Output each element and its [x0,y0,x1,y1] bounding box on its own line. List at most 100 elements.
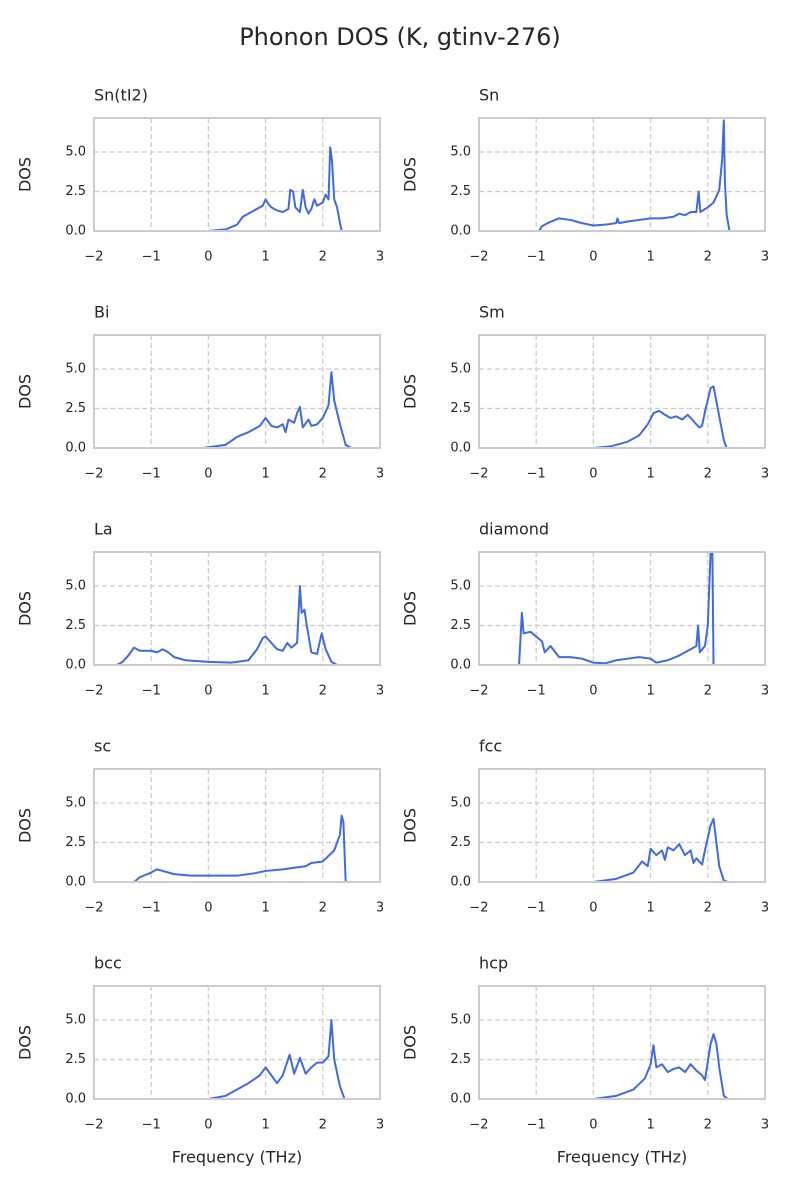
y-tick-label: 2.5 [65,401,86,416]
x-tick-label: −1 [142,901,161,916]
y-tick-label: 5.0 [450,1012,471,1027]
dos-line [496,552,737,665]
axes-frame [93,985,381,1100]
y-tick-label: 2.5 [65,618,86,633]
y-axis-label: DOS [401,1025,420,1060]
y-tick-label: 2.5 [450,1052,471,1067]
y-tick-label: 5.0 [450,795,471,810]
dos-line [479,1033,743,1099]
subplot-title: sc [94,737,111,756]
x-axis-label: Frequency (THz) [557,1148,687,1167]
y-tick-label: 2.5 [65,184,86,199]
subplot: Sn DOS −2 −1 0 1 2 3 0.0 2.5 5.0 [401,86,770,265]
y-tick-label: 2.5 [450,184,471,199]
y-axis-label: DOS [401,591,420,626]
x-tick-label: 0 [589,1118,597,1133]
y-tick-label: 5.0 [65,144,86,159]
axes-frame [478,551,766,666]
figure-title: Phonon DOS (K, gtinv-276) [239,23,561,51]
x-tick-label: −2 [469,684,488,699]
y-tick-label: 0.0 [450,658,471,673]
x-tick-label: 3 [376,901,384,916]
y-tick-label: 5.0 [65,361,86,376]
x-tick-label: −1 [142,684,161,699]
y-tick-label: 0.0 [65,224,86,239]
x-tick-label: 2 [704,467,712,482]
x-tick-label: 3 [376,467,384,482]
y-tick-label: 5.0 [450,578,471,593]
x-tick-label: 0 [589,901,597,916]
subplot-title: Sn(tI2) [94,86,148,105]
subplot-title: Bi [94,303,109,322]
y-axis-label: DOS [401,157,420,192]
axes-frame [478,768,766,883]
dos-line [479,817,743,882]
y-tick-label: 0.0 [450,1092,471,1107]
x-tick-label: −1 [527,467,546,482]
axes-frame [93,117,381,232]
x-tick-label: 1 [261,1118,269,1133]
x-tick-label: 1 [261,684,269,699]
y-axis-label: DOS [16,1025,35,1060]
y-axis-label: DOS [401,374,420,409]
x-tick-label: 3 [376,684,384,699]
y-axis-label: DOS [16,591,35,626]
subplot-title: fcc [479,737,502,756]
subplot-title: Sm [479,303,505,322]
subplot-title: Sn [479,86,499,105]
y-tick-label: 0.0 [450,224,471,239]
dos-line [94,1018,358,1099]
x-tick-label: 0 [589,684,597,699]
x-tick-label: 1 [646,250,654,265]
x-tick-label: 2 [319,467,327,482]
x-tick-label: −2 [469,901,488,916]
subplot-title: La [94,520,113,539]
x-tick-label: 0 [204,467,212,482]
subplot-title: diamond [479,520,549,539]
y-tick-label: 5.0 [65,795,86,810]
subplot: Sn(tI2) DOS −2 −1 0 1 2 3 0.0 2.5 5.0 [16,86,385,265]
x-tick-label: 3 [376,1118,384,1133]
x-tick-label: −2 [84,467,103,482]
x-tick-label: −2 [469,1118,488,1133]
y-tick-label: 5.0 [65,578,86,593]
dos-line [538,119,743,231]
x-tick-label: −1 [527,1118,546,1133]
axes-frame [93,334,381,449]
x-tick-label: −1 [527,684,546,699]
x-tick-label: 1 [261,250,269,265]
y-tick-label: 2.5 [450,401,471,416]
y-axis-label: DOS [16,157,35,192]
x-tick-label: 1 [646,467,654,482]
dos-line [94,371,358,448]
subplot-title: hcp [479,954,508,973]
x-tick-label: 3 [761,250,769,265]
x-axis-label: Frequency (THz) [172,1148,302,1167]
y-tick-label: 0.0 [65,1092,86,1107]
x-tick-label: −1 [142,250,161,265]
x-tick-label: 3 [376,250,384,265]
x-tick-label: 2 [319,901,327,916]
x-tick-label: 1 [646,1118,654,1133]
y-axis-label: DOS [401,808,420,843]
y-axis-label: DOS [16,374,35,409]
x-tick-label: 0 [589,250,597,265]
y-tick-label: 0.0 [450,875,471,890]
x-tick-label: 0 [204,250,212,265]
x-tick-label: 0 [589,467,597,482]
x-tick-label: −1 [527,250,546,265]
x-tick-label: −1 [527,901,546,916]
subplot: hcp DOS Frequency (THz) −2 −1 0 1 2 3 0.0 2.5 5.0 [401,954,770,1167]
x-tick-label: −2 [469,467,488,482]
y-tick-label: 0.0 [450,441,471,456]
subplot: fcc DOS −2 −1 0 1 2 3 0.0 2.5 5.0 [401,737,770,916]
subplot-title: bcc [94,954,122,973]
x-tick-label: 2 [704,1118,712,1133]
y-tick-label: 5.0 [450,361,471,376]
y-tick-label: 2.5 [450,618,471,633]
subplot: bcc DOS Frequency (THz) −2 −1 0 1 2 3 0.0 2.5 5.0 [16,954,385,1167]
subplot: La DOS −2 −1 0 1 2 3 0.0 2.5 5.0 [16,520,385,699]
x-tick-label: −1 [142,1118,161,1133]
x-tick-label: −2 [84,250,103,265]
